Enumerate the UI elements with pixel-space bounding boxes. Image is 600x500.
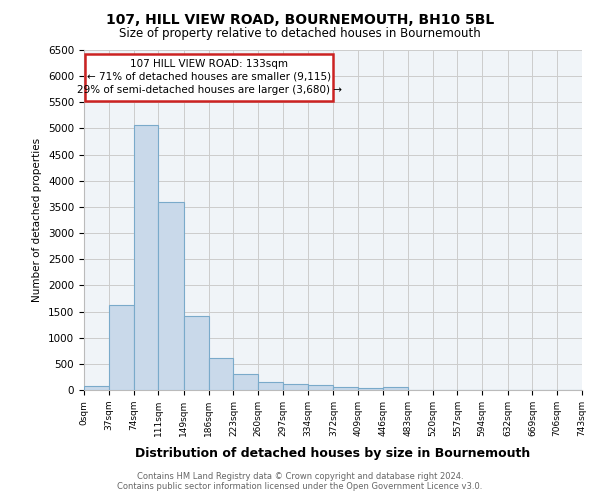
Text: Size of property relative to detached houses in Bournemouth: Size of property relative to detached ho… (119, 28, 481, 40)
X-axis label: Distribution of detached houses by size in Bournemouth: Distribution of detached houses by size … (136, 447, 530, 460)
Text: 107, HILL VIEW ROAD, BOURNEMOUTH, BH10 5BL: 107, HILL VIEW ROAD, BOURNEMOUTH, BH10 5… (106, 12, 494, 26)
Bar (209, 358, 233, 390)
Bar (358, 388, 383, 390)
Bar (233, 374, 258, 390)
Bar (84, 386, 109, 390)
Bar (383, 387, 408, 390)
Bar (134, 126, 158, 390)
FancyBboxPatch shape (85, 54, 334, 102)
Text: 107 HILL VIEW ROAD: 133sqm: 107 HILL VIEW ROAD: 133sqm (130, 58, 289, 68)
Bar (283, 384, 308, 390)
Bar (258, 382, 283, 390)
Bar (109, 305, 134, 390)
Bar (308, 386, 334, 390)
Text: 29% of semi-detached houses are larger (3,680) →: 29% of semi-detached houses are larger (… (77, 85, 342, 95)
Text: Contains HM Land Registry data © Crown copyright and database right 2024.
Contai: Contains HM Land Registry data © Crown c… (118, 472, 482, 491)
Bar (158, 202, 184, 390)
Bar (184, 316, 209, 390)
Bar (334, 388, 358, 390)
Text: ← 71% of detached houses are smaller (9,115): ← 71% of detached houses are smaller (9,… (87, 72, 331, 82)
Y-axis label: Number of detached properties: Number of detached properties (32, 138, 43, 302)
